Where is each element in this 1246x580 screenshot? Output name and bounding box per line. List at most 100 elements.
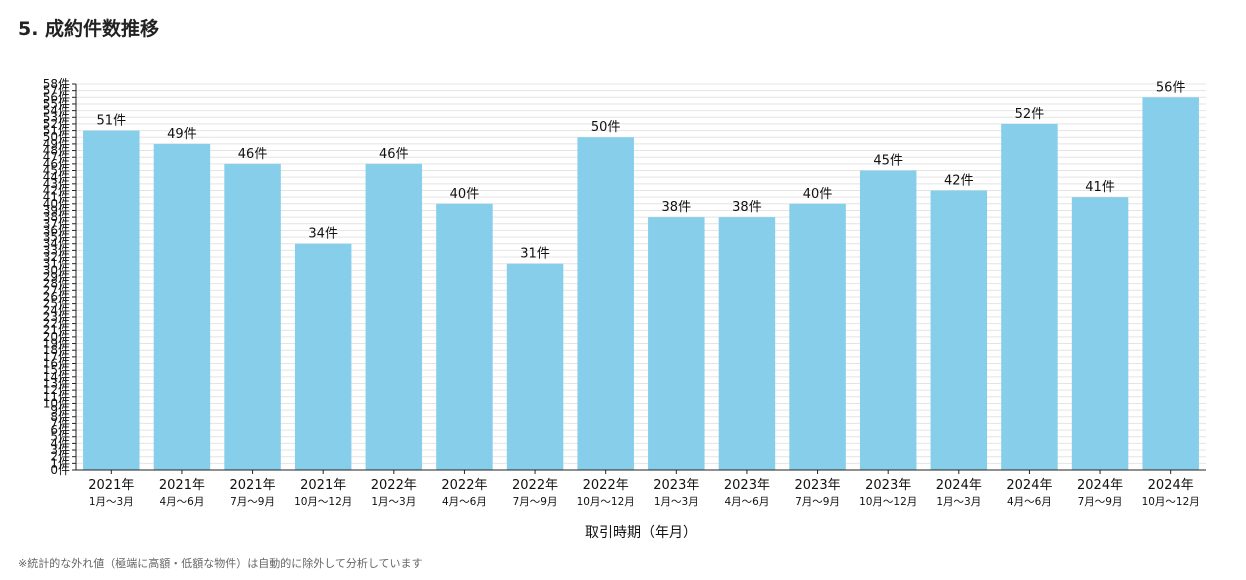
y-tick-label: 27件 (43, 283, 70, 297)
x-tick-label-year: 2021年 (300, 478, 346, 493)
bars (83, 97, 1199, 471)
data-label: 38件 (662, 200, 692, 215)
y-tick-label: 47件 (43, 150, 70, 164)
y-tick-label: 12件 (43, 383, 70, 397)
x-axis-title: 取引時期（年月） (585, 525, 697, 541)
y-tick-label: 29件 (43, 270, 70, 284)
bar (718, 217, 776, 470)
footnote: ※統計的な外れ値（極端に高額・低額な物件）は自動的に除外して分析しています (18, 557, 423, 570)
data-label: 42件 (944, 173, 974, 188)
y-tick-label: 20件 (43, 330, 70, 344)
data-label: 46件 (238, 147, 268, 162)
x-tick-label-year: 2022年 (441, 478, 487, 493)
x-tick-label-period: 1月～3月 (89, 496, 134, 508)
x-tick-label-period: 4月～6月 (160, 496, 205, 508)
y-tick-label: 53件 (43, 110, 70, 124)
x-tick-label-year: 2022年 (583, 478, 629, 493)
x-tick-label-year: 2022年 (512, 478, 558, 493)
data-label: 56件 (1156, 80, 1186, 95)
y-tick-label: 28件 (43, 277, 70, 291)
data-label: 31件 (520, 247, 550, 262)
bar (1142, 97, 1199, 470)
y-tick-label: 21件 (43, 323, 70, 337)
y-tick-label: 22件 (43, 317, 70, 331)
page-title: 5. 成約件数推移 (18, 18, 160, 40)
data-label: 45件 (873, 154, 903, 169)
y-tick-label: 30件 (43, 263, 70, 277)
x-tick-label-period: 4月～6月 (725, 496, 770, 508)
bar (83, 130, 140, 470)
bar (859, 170, 917, 470)
x-tick-label-year: 2023年 (724, 478, 770, 493)
x-tick-label-period: 10月～12月 (859, 496, 917, 508)
data-label: 46件 (379, 147, 409, 162)
y-tick-label: 44件 (43, 170, 70, 184)
x-tick-label-period: 7月～9月 (513, 496, 558, 508)
y-tick-label: 41件 (43, 190, 70, 204)
y-tick-label: 0件 (50, 463, 70, 477)
data-label: 50件 (591, 120, 621, 135)
y-tick-label: 25件 (43, 297, 70, 311)
y-tick-label: 52件 (43, 117, 70, 131)
bar-chart: 0件1件2件3件4件5件6件7件8件9件10件11件12件13件14件15件16… (43, 77, 1206, 541)
x-tick-label-year: 2021年 (230, 478, 276, 493)
y-tick-label: 46件 (43, 157, 70, 171)
y-axis-ticks: 0件1件2件3件4件5件6件7件8件9件10件11件12件13件14件15件16… (43, 77, 76, 477)
x-tick-label-period: 7月～9月 (230, 496, 275, 508)
bar (294, 243, 352, 470)
y-tick-label: 55件 (43, 97, 70, 111)
y-tick-label: 2件 (50, 450, 70, 464)
x-axis-ticks: 2021年 1月～3月 2021年 4月～6月 2021年 7月～9月 2021年 10月～1… (88, 470, 1200, 508)
data-label: 52件 (1015, 107, 1045, 122)
y-tick-label: 7件 (50, 416, 70, 430)
bar (930, 190, 988, 470)
bar (506, 263, 564, 470)
x-tick-label-year: 2024年 (1148, 478, 1194, 493)
x-tick-label-year: 2023年 (795, 478, 841, 493)
y-tick-label: 35件 (43, 230, 70, 244)
y-tick-label: 39件 (43, 203, 70, 217)
data-labels: 51件 49件 46件 34件 46件 40件 31件 50件 38件 38件 40件 45件 42件 5… (97, 80, 1186, 261)
y-tick-label: 6件 (50, 423, 70, 437)
y-tick-label: 49件 (43, 137, 70, 151)
data-label: 41件 (1085, 180, 1115, 195)
x-tick-label-period: 4月～6月 (442, 496, 487, 508)
y-tick-label: 10件 (43, 396, 70, 410)
x-tick-label-period: 1月～3月 (936, 496, 981, 508)
x-tick-label-year: 2021年 (159, 478, 205, 493)
y-tick-label: 40件 (43, 197, 70, 211)
x-tick-label-period: 7月～9月 (1078, 496, 1123, 508)
y-tick-label: 58件 (43, 77, 70, 91)
x-tick-label-period: 1月～3月 (371, 496, 416, 508)
bar (1071, 197, 1129, 470)
y-tick-label: 51件 (43, 124, 70, 138)
y-tick-label: 56件 (43, 90, 70, 104)
y-tick-label: 33件 (43, 243, 70, 257)
x-tick-label-year: 2024年 (1077, 478, 1123, 493)
y-tick-label: 23件 (43, 310, 70, 324)
y-tick-label: 24件 (43, 303, 70, 317)
y-tick-label: 34件 (43, 237, 70, 251)
bar (153, 143, 211, 470)
bar (648, 217, 705, 470)
x-tick-label-year: 2024年 (1006, 478, 1052, 493)
y-tick-label: 18件 (43, 343, 70, 357)
y-tick-label: 31件 (43, 257, 70, 271)
y-tick-label: 13件 (43, 376, 70, 390)
y-tick-label: 17件 (43, 350, 70, 364)
data-label: 38件 (732, 200, 762, 215)
data-label: 40件 (803, 187, 833, 202)
bar (1001, 123, 1058, 471)
data-label: 34件 (308, 227, 338, 242)
y-tick-label: 45件 (43, 164, 70, 178)
x-tick-label-period: 7月～9月 (795, 496, 840, 508)
y-tick-label: 16件 (43, 357, 70, 371)
y-tick-label: 3件 (50, 443, 70, 457)
y-tick-label: 4件 (50, 436, 70, 450)
x-tick-label-period: 10月～12月 (1142, 496, 1200, 508)
data-label: 49件 (167, 127, 197, 142)
y-tick-label: 9件 (50, 403, 70, 417)
y-tick-label: 42件 (43, 183, 70, 197)
bar (789, 203, 846, 471)
x-tick-label-year: 2024年 (936, 478, 982, 493)
